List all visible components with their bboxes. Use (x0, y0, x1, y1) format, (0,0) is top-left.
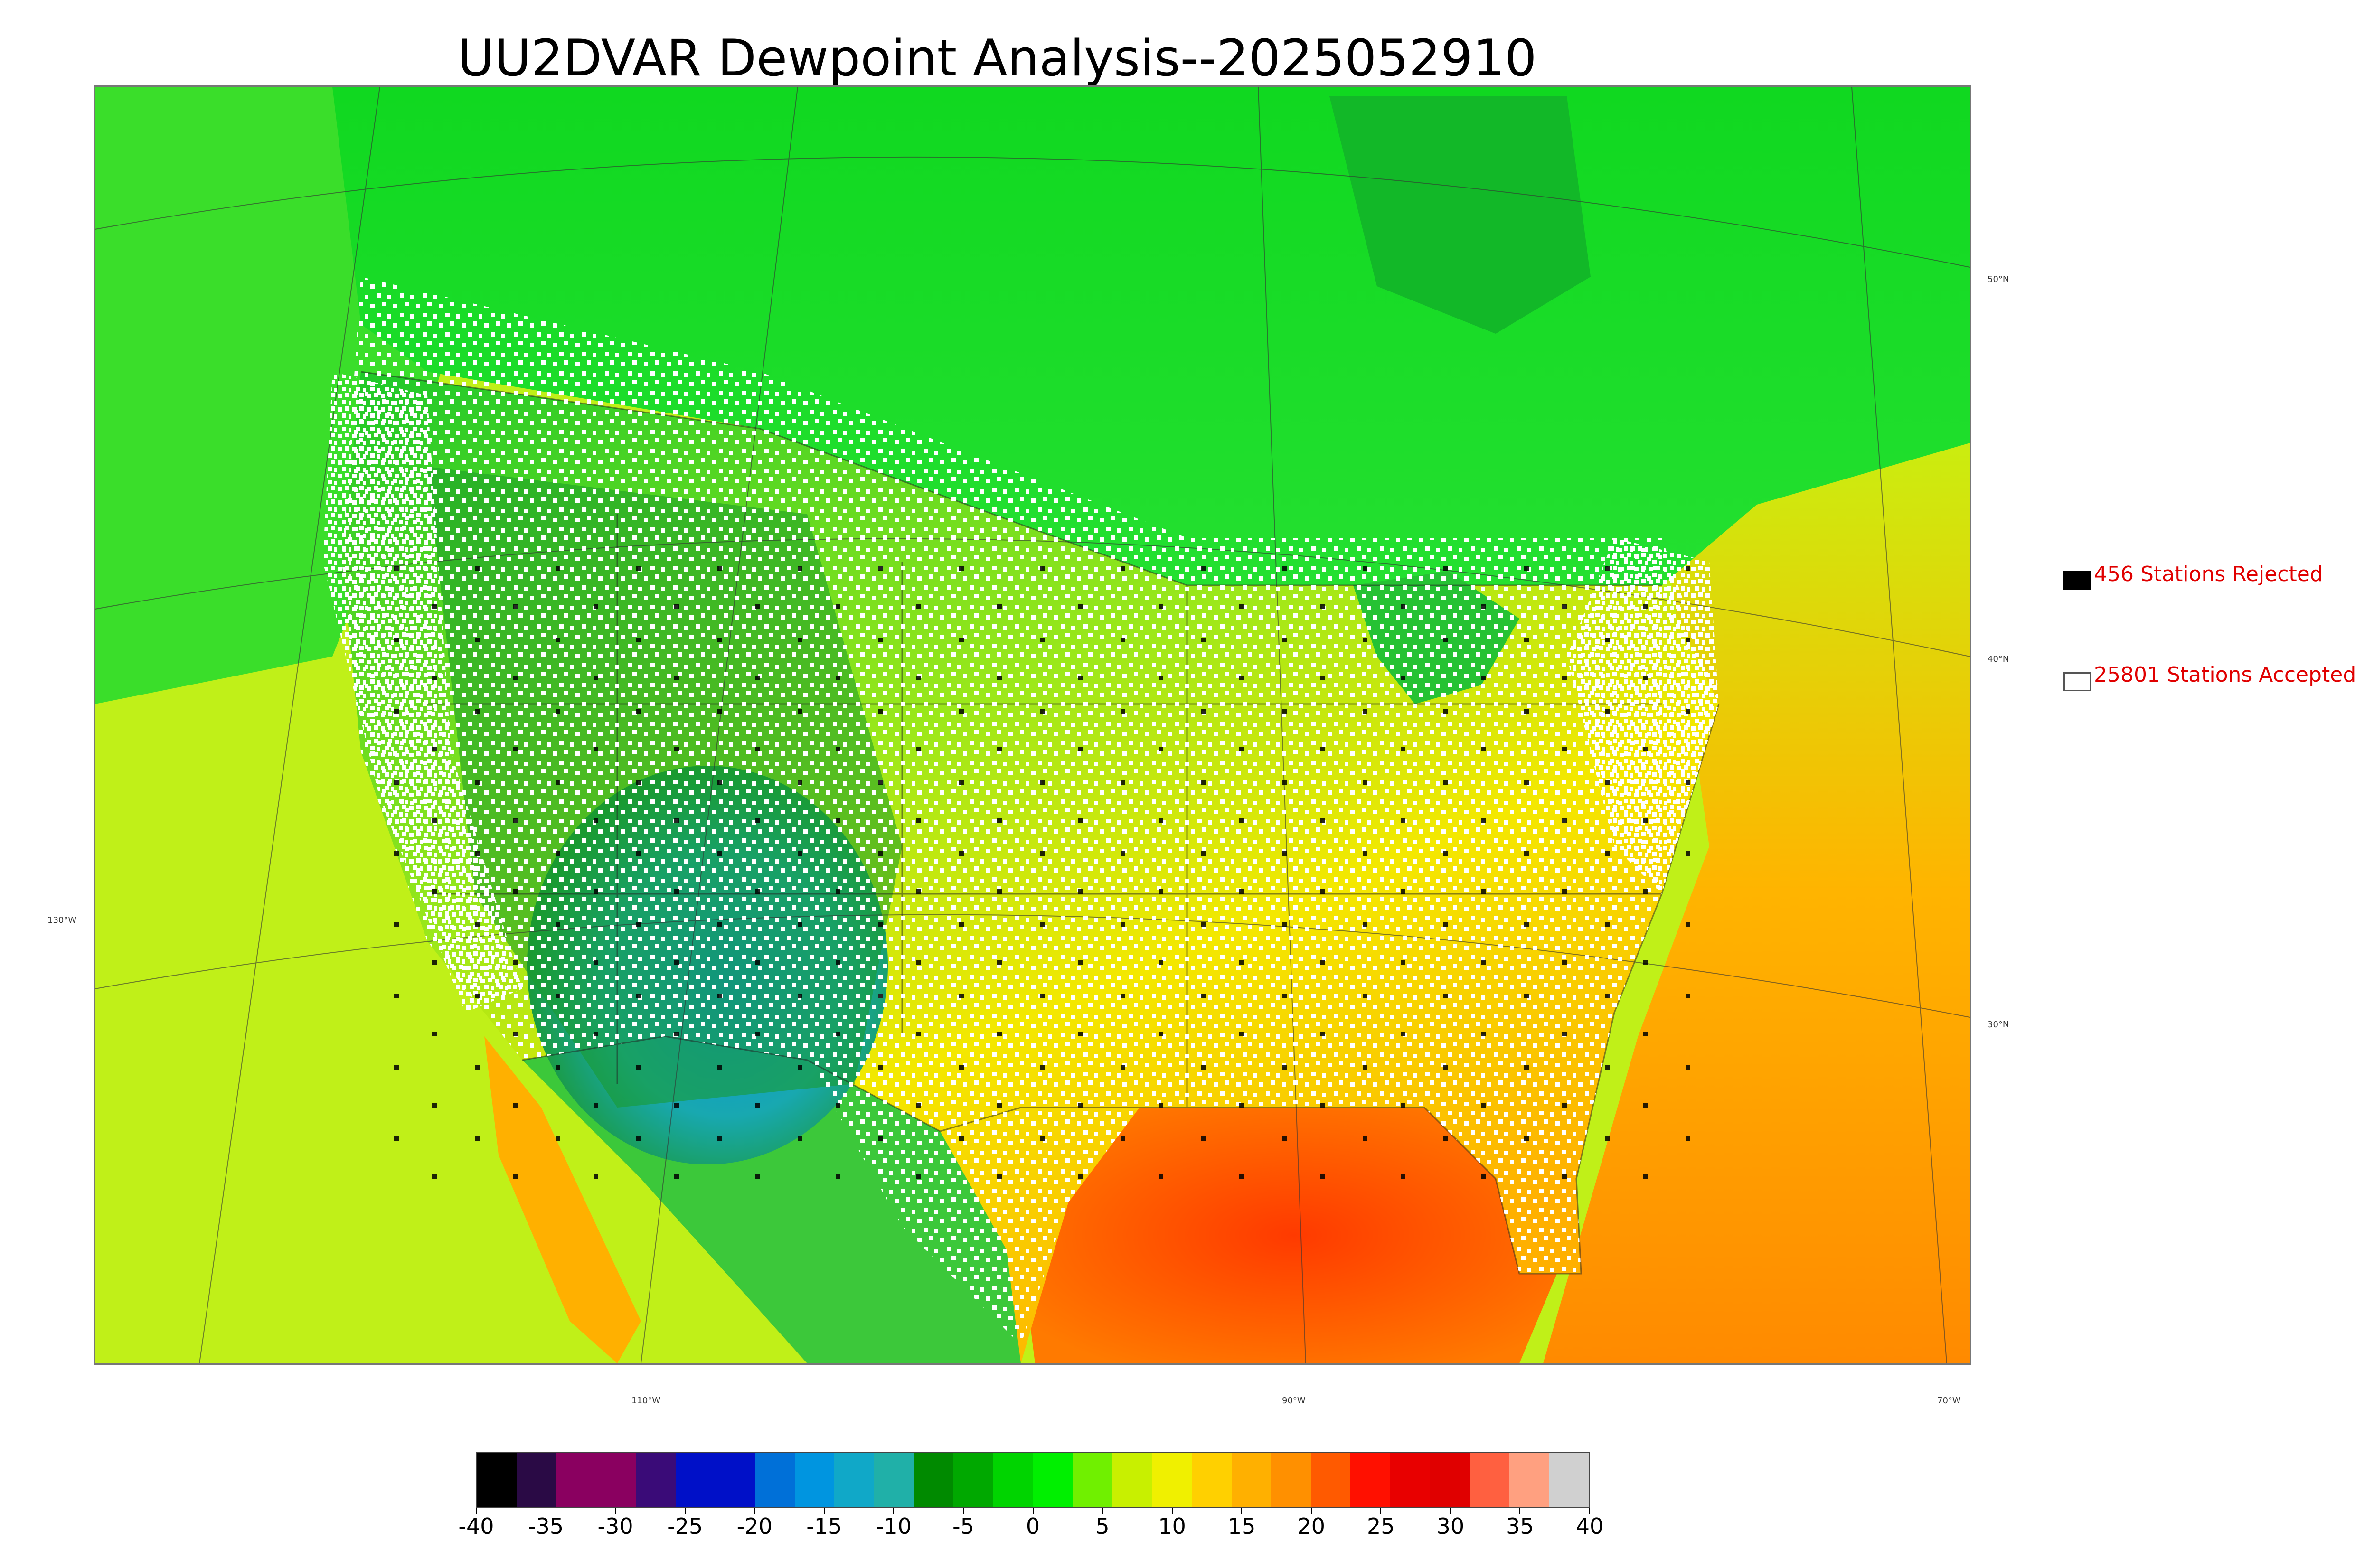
accepted-swatch (2063, 672, 2091, 691)
colorbar-segment (1430, 1453, 1470, 1507)
colorbar-segment (556, 1453, 596, 1507)
colorbar-segment (1390, 1453, 1430, 1507)
colorbar-segment (596, 1453, 636, 1507)
colorbar-tick-label: -30 (597, 1513, 633, 1539)
colorbar-tick (823, 1508, 825, 1514)
colorbar-tick (615, 1508, 616, 1514)
colorbar-tick-label: -40 (458, 1513, 494, 1539)
colorbar-tick-label: 5 (1095, 1513, 1110, 1539)
colorbar-segment (834, 1453, 875, 1507)
colorbar-tick (754, 1508, 755, 1514)
colorbar-tick-label: -35 (528, 1513, 564, 1539)
lat-label-30n: 30°N (1988, 1020, 2009, 1030)
colorbar-segment (477, 1453, 517, 1507)
rejected-stations (380, 562, 1709, 1179)
colorbar-segment (874, 1453, 914, 1507)
colorbar-segment (993, 1453, 1033, 1507)
colorbar-tick (1241, 1508, 1243, 1514)
colorbar-segment (1271, 1453, 1311, 1507)
accepted-legend-label: 25801 Stations Accepted (2094, 663, 2356, 687)
colorbar-tick (476, 1508, 477, 1514)
colorbar-tick (1589, 1508, 1590, 1514)
lon-label-130w: 130°W (47, 915, 77, 925)
colorbar-segment (1073, 1453, 1112, 1507)
colorbar-tick-label: 40 (1575, 1513, 1604, 1539)
colorbar-segment (1033, 1453, 1073, 1507)
lat-label-50n: 50°N (1988, 274, 2009, 284)
colorbar-segment (1310, 1453, 1351, 1507)
colorbar-segment (914, 1453, 954, 1507)
lon-label-70w: 70°W (1937, 1396, 1961, 1406)
rejected-legend-label: 456 Stations Rejected (2094, 562, 2323, 586)
colorbar-segment (1152, 1453, 1192, 1507)
colorbar-tick (1171, 1508, 1173, 1514)
dewpoint-map (94, 85, 1971, 1365)
colorbar-tick (1519, 1508, 1521, 1514)
colorbar-tick-label: -5 (952, 1513, 974, 1539)
colorbar-segment (1231, 1453, 1272, 1507)
map-title: UU2DVAR Dewpoint Analysis--2025052910 (457, 29, 1537, 87)
colorbar-tick-label: 10 (1158, 1513, 1186, 1539)
colorbar-segment (517, 1453, 557, 1507)
colorbar-segment (1112, 1453, 1152, 1507)
lon-label-110w: 110°W (631, 1396, 661, 1406)
colorbar-tick-label: -15 (806, 1513, 842, 1539)
colorbar-segment (953, 1453, 993, 1507)
colorbar-tick-label: 25 (1367, 1513, 1395, 1539)
lon-label-90w: 90°W (1282, 1396, 1306, 1406)
colorbar-segment (794, 1453, 835, 1507)
colorbar-segment (1509, 1453, 1549, 1507)
colorbar-tick (1450, 1508, 1451, 1514)
colorbar-tick-label: -20 (736, 1513, 772, 1539)
colorbar-tick-label: 35 (1506, 1513, 1534, 1539)
colorbar-tick (1380, 1508, 1382, 1514)
colorbar-tick-label: 0 (1026, 1513, 1040, 1539)
rejected-swatch (2063, 571, 2091, 590)
colorbar-tick-label: -25 (667, 1513, 703, 1539)
colorbar-tick-label: 15 (1227, 1513, 1256, 1539)
colorbar-segment (715, 1453, 755, 1507)
colorbar-segment (755, 1453, 795, 1507)
colorbar-tick-label: 20 (1297, 1513, 1326, 1539)
hudson-bay-region (1329, 96, 1591, 334)
colorbar-tick (684, 1508, 686, 1514)
colorbar-tick (1310, 1508, 1312, 1514)
colorbar-segment (636, 1453, 676, 1507)
colorbar-segment (1350, 1453, 1391, 1507)
colorbar-segment (1470, 1453, 1509, 1507)
colorbar-segment (1549, 1453, 1589, 1507)
colorbar-tick-label: -10 (876, 1513, 912, 1539)
colorbar-tick (893, 1508, 895, 1514)
colorbar-tick (1102, 1508, 1103, 1514)
dewpoint-colorbar (476, 1452, 1590, 1508)
dewpoint-field (95, 87, 1970, 1363)
colorbar-tick (1032, 1508, 1034, 1514)
colorbar-tick (962, 1508, 964, 1514)
colorbar-segment (1191, 1453, 1232, 1507)
lat-label-40n: 40°N (1988, 654, 2009, 664)
colorbar-segment (676, 1453, 716, 1507)
colorbar-tick-label: 30 (1436, 1513, 1465, 1539)
